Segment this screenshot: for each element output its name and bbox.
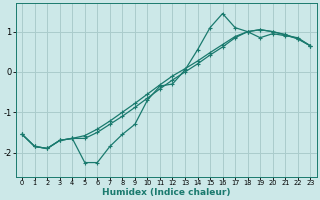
X-axis label: Humidex (Indice chaleur): Humidex (Indice chaleur) bbox=[102, 188, 230, 197]
